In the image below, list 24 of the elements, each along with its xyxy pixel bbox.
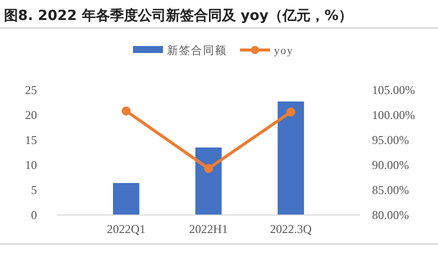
bar bbox=[195, 148, 222, 215]
y2-tick-label: 95.00% bbox=[372, 133, 409, 147]
y2-tick-label: 85.00% bbox=[372, 183, 409, 197]
y2-tick-label: 105.00% bbox=[372, 83, 415, 97]
point bbox=[286, 108, 296, 116]
x-tick-label: 2022Q1 bbox=[106, 222, 146, 236]
y2-tick-label: 90.00% bbox=[372, 158, 409, 172]
point bbox=[122, 106, 131, 116]
y-tick-label: 20 bbox=[25, 108, 37, 122]
y2-tick-label: 80.00% bbox=[372, 208, 409, 222]
legend-label: yoy bbox=[274, 45, 294, 57]
x-tick-label: 2022H1 bbox=[189, 222, 228, 236]
y-tick-label: 5 bbox=[31, 183, 37, 197]
chart-title: 图8. 2022 年各季度公司新签合同及 yoy（亿元，%） bbox=[4, 7, 353, 24]
x-tick-label: 2022.3Q bbox=[270, 222, 312, 236]
point bbox=[204, 164, 213, 173]
y-tick-label: 25 bbox=[25, 83, 37, 97]
y-tick-label: 10 bbox=[25, 158, 37, 172]
bar bbox=[112, 183, 140, 215]
y-tick-label: 15 bbox=[25, 133, 37, 147]
y2-tick-label: 100.00% bbox=[372, 108, 415, 122]
legend-label: 新签合同额 bbox=[167, 44, 227, 57]
bar bbox=[278, 102, 304, 215]
y-tick-label: 0 bbox=[31, 208, 37, 222]
